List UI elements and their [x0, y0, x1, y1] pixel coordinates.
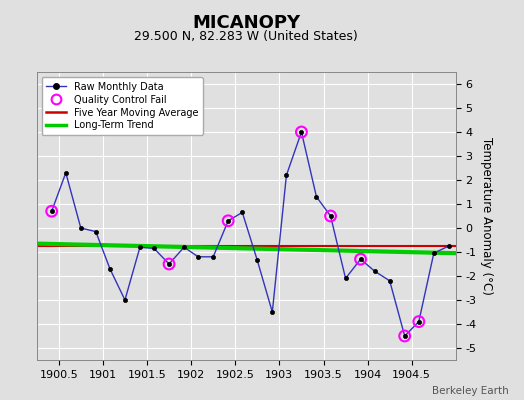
Y-axis label: Temperature Anomaly (°C): Temperature Anomaly (°C): [481, 137, 494, 295]
Point: [224, 218, 232, 224]
Point: [414, 318, 423, 325]
Point: [356, 256, 365, 262]
Point: [326, 213, 335, 219]
Point: [165, 261, 173, 267]
Point: [297, 129, 305, 135]
Point: [400, 333, 409, 339]
Text: 29.500 N, 82.283 W (United States): 29.500 N, 82.283 W (United States): [134, 30, 358, 43]
Point: [48, 208, 56, 214]
Text: MICANOPY: MICANOPY: [192, 14, 300, 32]
Text: Berkeley Earth: Berkeley Earth: [432, 386, 508, 396]
Legend: Raw Monthly Data, Quality Control Fail, Five Year Moving Average, Long-Term Tren: Raw Monthly Data, Quality Control Fail, …: [41, 77, 203, 135]
